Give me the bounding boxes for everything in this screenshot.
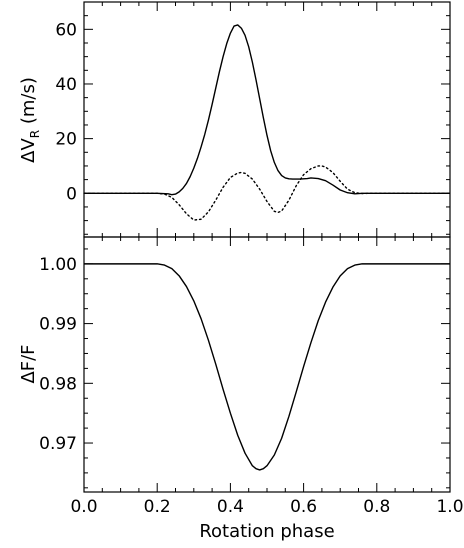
bottom-y-tick-label: 1.00 — [39, 255, 77, 275]
x-tick-label: 0.4 — [217, 497, 244, 517]
top-y-tick-label: 0 — [66, 184, 77, 204]
top-y-tick-label: 60 — [55, 20, 77, 40]
top-series — [83, 24, 451, 221]
bottom-y-tick-label: 0.99 — [39, 315, 77, 335]
bottom-y-tick-label: 0.98 — [39, 374, 77, 394]
bottom-series — [84, 263, 450, 471]
x-axis-label: Rotation phase — [199, 521, 334, 542]
bottom-ticks: 0.97 0.98 0.99 1.00 0.0 0.2 0.4 0.6 0.8 1.0 — [39, 237, 464, 517]
top-y-tick-label: 40 — [55, 75, 77, 95]
bottom-panel: 0.970.980.991.000.0 0.2 0.4 0.6 0.8 1.0 ΔF/F … — [18, 236, 464, 542]
x-tick-label: 1.0 — [436, 497, 463, 517]
x-tick-label: 0.2 — [144, 497, 171, 517]
bottom-panel-frame — [83, 236, 451, 493]
x-tick-label: 0.6 — [290, 497, 317, 517]
x-tick-label: 0.0 — [70, 497, 97, 517]
top-series-solid-line — [84, 24, 450, 196]
bottom-y-axis-label: ΔF/F — [18, 344, 39, 383]
bottom-y-tick-label: 0.97 — [39, 434, 77, 454]
x-tick-label: 0.8 — [363, 497, 390, 517]
top-series-dotted-line — [83, 165, 451, 221]
bottom-series-solid-line — [84, 263, 450, 471]
top-ticks: 0 20 40 60 — [55, 1, 451, 237]
top-y-tick-label: 20 — [55, 130, 77, 150]
top-panel: 0 20 40 60 ΔVR (m/s) — [18, 1, 451, 238]
top-y-axis-label: ΔVR (m/s) — [18, 77, 42, 163]
